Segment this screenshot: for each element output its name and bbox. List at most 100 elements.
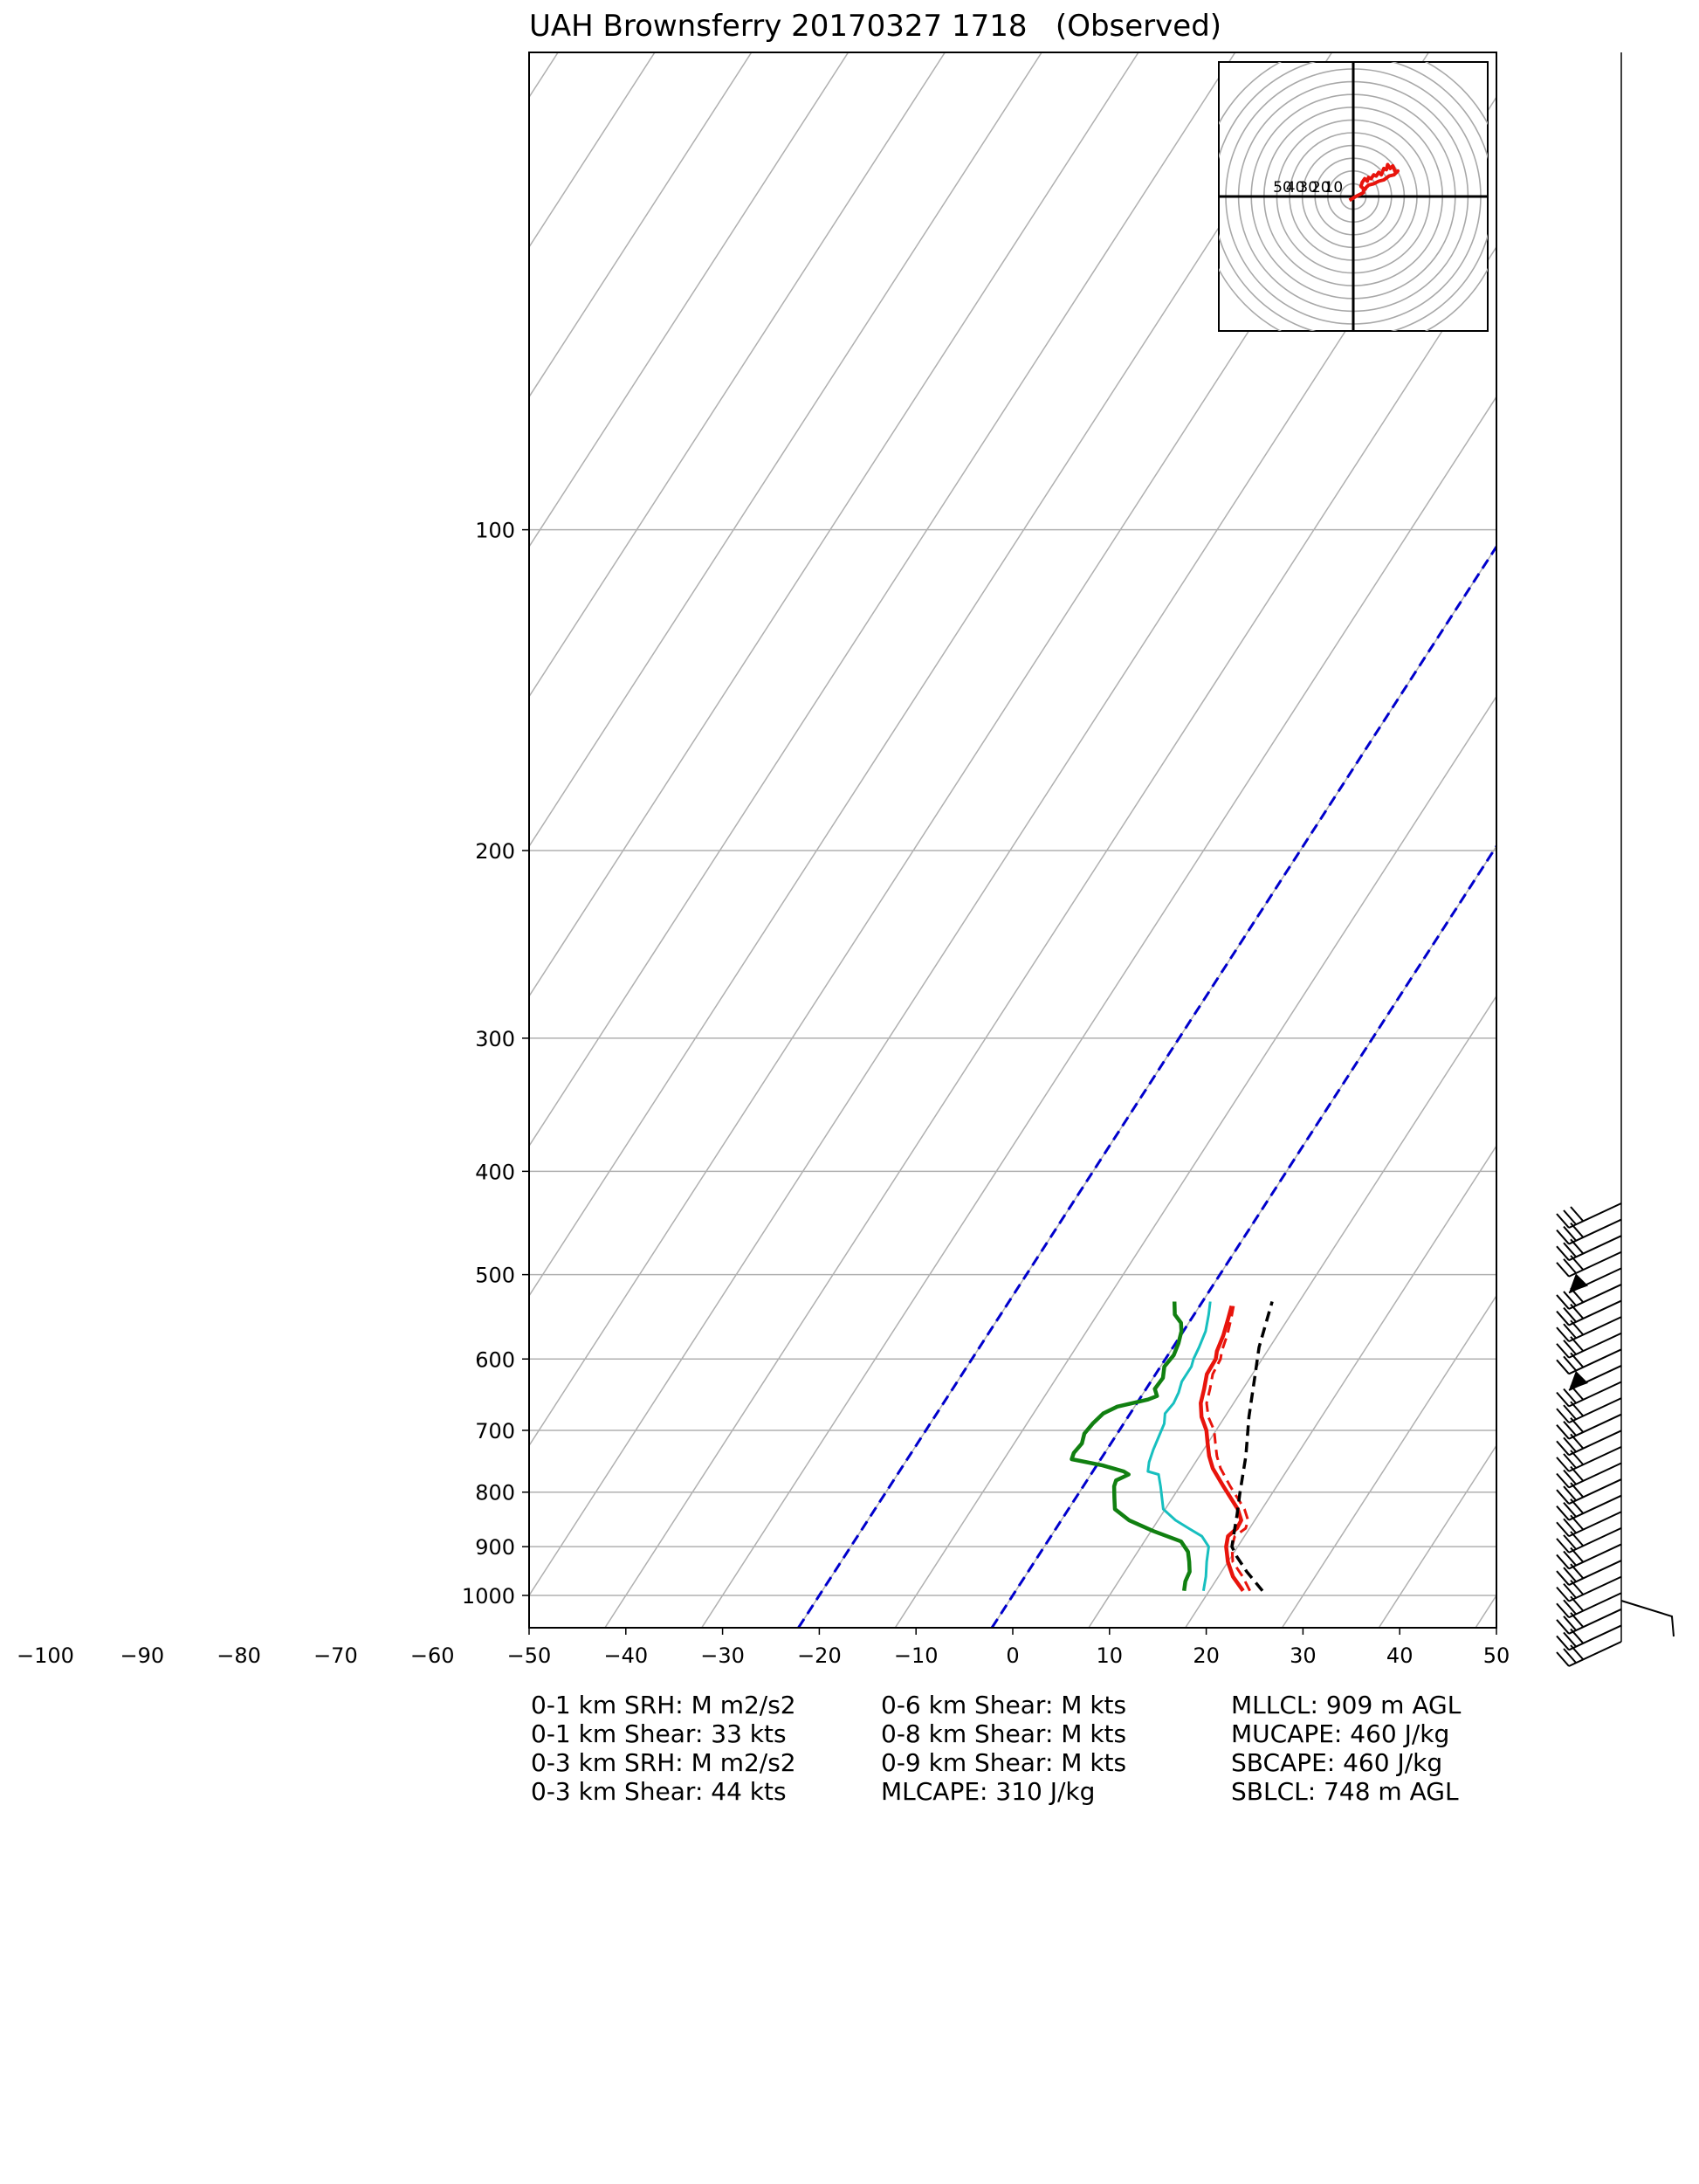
pressure-tick-label: 1000 — [462, 1584, 515, 1609]
wind-barb-flag — [1563, 1258, 1577, 1274]
wind-barb — [1556, 1202, 1622, 1229]
wind-barb-flag — [1563, 1534, 1577, 1550]
parcel-line — [1230, 1301, 1274, 1592]
stat-sbcape: SBCAPE: 460 J/kg — [1231, 1748, 1443, 1777]
temperature-tick-label: 10 — [1097, 1643, 1124, 1668]
wind-barb-surface — [1620, 1600, 1675, 1637]
wind-barb-flag — [1570, 1498, 1584, 1514]
hodograph-ring-label: 10 — [1324, 179, 1344, 196]
wind-barb-shaft — [1568, 1250, 1622, 1278]
wind-barb-flag — [1570, 1336, 1584, 1352]
temperature-ticks: −100 −90 −80 −70 −60 −50 −40 −30 −20 −10 0 10 20 30 40… — [17, 1628, 1510, 1668]
hodograph-ring-label: 50 — [1273, 179, 1292, 196]
wind-barb-flag — [1563, 1404, 1577, 1420]
wind-barb-flag — [1570, 1628, 1584, 1644]
wind-barb-flag — [1563, 1616, 1577, 1631]
stat-mucape: MUCAPE: 460 J/kg — [1231, 1719, 1450, 1748]
wind-barb-flag — [1556, 1505, 1570, 1521]
wind-barb-flag — [1563, 1225, 1577, 1242]
wind-barb-flag — [1570, 1417, 1584, 1433]
wind-barb-shaft — [1568, 1592, 1622, 1619]
pressure-tick-label: 500 — [475, 1264, 515, 1288]
wind-barb-flag — [1570, 1579, 1584, 1595]
wind-barb-shaft — [1568, 1397, 1622, 1424]
wind-barb-flag — [1570, 1238, 1584, 1254]
wind-barb-flag — [1556, 1554, 1570, 1570]
wind-barb-shaft — [1568, 1381, 1622, 1408]
temperature-tick-label: −80 — [217, 1643, 261, 1668]
isotherm-gridline — [894, 695, 1496, 1628]
wind-barb-flag — [1563, 1599, 1577, 1615]
chart-title: UAH Brownsferry 20170327 1718 (Observed) — [529, 9, 1222, 44]
wind-barb-flag — [1570, 1595, 1584, 1611]
temperature-line — [1199, 1305, 1245, 1593]
wind-barb-shaft — [1568, 1575, 1622, 1602]
stats-column-3: MLLCL: 909 m AGL MUCAPE: 460 J/kg SBCAPE… — [1231, 1691, 1461, 1806]
wind-barb-flag — [1563, 1502, 1577, 1518]
wind-barb-flag — [1570, 1612, 1584, 1628]
pressure-tick-label: 300 — [475, 1027, 515, 1051]
wind-barb-flag — [1570, 1514, 1584, 1530]
pressure-tick-label: 900 — [475, 1535, 515, 1560]
wind-barb — [1556, 1250, 1622, 1278]
wind-barb-flag — [1556, 1424, 1570, 1440]
pressure-tick-label: 400 — [475, 1160, 515, 1184]
wind-barb-flag — [1570, 1531, 1584, 1547]
isotherm-gridline — [529, 52, 1333, 1298]
isotherm-gridline — [529, 52, 850, 548]
wind-barb-flag — [1556, 1489, 1570, 1505]
wind-barb-flag — [1563, 1567, 1577, 1582]
isotherm-gridline — [1088, 995, 1496, 1628]
wind-barb-flag — [1570, 1465, 1584, 1482]
wind-barb-shaft — [1568, 1641, 1622, 1667]
hodograph-ring-label: 20 — [1311, 179, 1331, 196]
isotherm-highlight — [797, 544, 1496, 1628]
wind-barb-flag — [1563, 1388, 1577, 1404]
stat-shear-0-6: 0-6 km Shear: M kts — [881, 1691, 1127, 1719]
wind-barb-shaft — [1620, 1600, 1675, 1637]
wind-barb — [1556, 1332, 1622, 1359]
isotherm-gridline — [1572, 52, 1699, 1628]
wind-barb-flag — [1563, 1291, 1577, 1306]
isotherm-gridline — [1281, 1294, 1496, 1628]
wind-barb-flag — [1563, 1469, 1577, 1485]
wind-barb-shaft — [1568, 1235, 1622, 1262]
stats-column-2: 0-6 km Shear: M kts 0-8 km Shear: M kts … — [881, 1691, 1126, 1806]
hodograph-ring-label: 40 — [1286, 179, 1305, 196]
temperature-tick-label: 30 — [1290, 1643, 1317, 1668]
isotherm-gridline — [529, 52, 1236, 1147]
wind-barb-flag — [1556, 1586, 1570, 1602]
wind-barbs — [1556, 52, 1675, 1667]
wind-barb-flag — [1570, 1287, 1584, 1303]
isotherm-gridline — [991, 844, 1496, 1628]
wind-barb-flag — [1556, 1538, 1570, 1554]
wind-barb-shaft — [1568, 1608, 1622, 1635]
wind-barb — [1556, 1235, 1622, 1262]
wind-barb-flag — [1556, 1602, 1570, 1618]
wind-barb-flag — [1563, 1453, 1577, 1469]
isotherm-gridline — [701, 396, 1496, 1628]
wind-barb — [1556, 1560, 1622, 1586]
wind-barb-shaft — [1568, 1462, 1622, 1489]
wind-barb — [1568, 1365, 1622, 1391]
wind-barb — [1556, 1348, 1622, 1375]
wind-barb-shaft — [1568, 1332, 1622, 1359]
pressure-tick-label: 700 — [475, 1419, 515, 1443]
wind-barb-flag — [1556, 1619, 1570, 1635]
wind-barb-shaft — [1568, 1511, 1622, 1538]
temperature-tick-label: −10 — [894, 1643, 939, 1668]
wind-barb-flag — [1570, 1644, 1584, 1660]
wind-barb-flag — [1563, 1518, 1577, 1533]
wind-barb — [1556, 1511, 1622, 1538]
pressure-ticks: 100 200 300 400 500 600 700 800 900 1000 — [462, 519, 529, 1609]
wind-barb-shaft — [1568, 1560, 1622, 1586]
wind-barb — [1556, 1575, 1622, 1602]
wind-barb-flag — [1556, 1472, 1570, 1489]
wetbulb-line — [1146, 1301, 1212, 1591]
wind-barb — [1556, 1397, 1622, 1424]
stat-mllcl: MLLCL: 909 m AGL — [1231, 1691, 1462, 1719]
wind-barb — [1556, 1445, 1622, 1472]
stat-shear-0-9: 0-9 km Shear: M kts — [881, 1748, 1127, 1777]
